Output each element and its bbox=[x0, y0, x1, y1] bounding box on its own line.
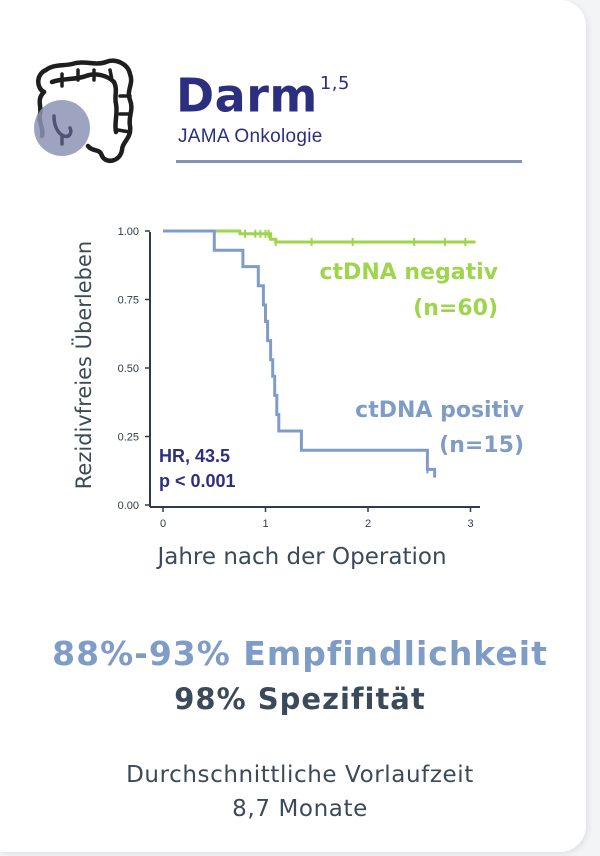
survival-chart: Rezidivfreies Überleben Jahre nach der O… bbox=[71, 226, 525, 570]
card: Darm 1,5 JAMA Onkologie Rezidivfreies Übe… bbox=[0, 0, 586, 852]
page-title: Darm 1,5 bbox=[176, 62, 350, 123]
x-tick-label: 1 bbox=[262, 518, 268, 530]
colon-icon bbox=[34, 58, 134, 164]
hazard-ratio: HR, 43.5 bbox=[159, 446, 230, 466]
curve-ctdna-negativ bbox=[163, 229, 476, 244]
series-label-positiv: ctDNA positiv bbox=[355, 398, 524, 423]
curve-ctdna-positiv bbox=[163, 229, 437, 478]
series-label-negativ: ctDNA negativ bbox=[320, 260, 499, 285]
x-tick-label: 0 bbox=[160, 518, 166, 530]
lead-time: Durchschnittliche Vorlaufzeit 8,7 Monate bbox=[0, 758, 600, 826]
title-reference: 1,5 bbox=[319, 73, 350, 94]
series-n-positiv: (n=15) bbox=[439, 433, 524, 458]
y-axis-label: Rezidivfreies Überleben bbox=[71, 241, 96, 489]
lead-time-label: Durchschnittliche Vorlaufzeit bbox=[126, 762, 474, 788]
specificity-metric: 98% Spezifität bbox=[174, 682, 426, 716]
x-axis-label: Jahre nach der Operation bbox=[155, 544, 446, 570]
y-tick-label: 0.00 bbox=[118, 500, 139, 512]
sensitivity-metric: 88%-93% Empfindlichkeit bbox=[52, 634, 548, 673]
title-text: Darm bbox=[176, 68, 318, 123]
stomach-badge bbox=[34, 100, 90, 156]
header-divider bbox=[176, 160, 522, 163]
x-tick-label: 2 bbox=[365, 518, 371, 530]
x-tick-label: 3 bbox=[467, 518, 473, 530]
lead-time-value: 8,7 Monate bbox=[232, 796, 368, 822]
p-value: p < 0.001 bbox=[159, 471, 236, 491]
y-tick-label: 0.75 bbox=[118, 295, 139, 307]
y-tick-label: 0.50 bbox=[118, 363, 139, 375]
y-tick-label: 0.25 bbox=[118, 432, 139, 444]
y-tick-label: 1.00 bbox=[118, 226, 139, 238]
journal-subtitle: JAMA Onkologie bbox=[178, 126, 323, 147]
series-n-negativ: (n=60) bbox=[413, 296, 498, 321]
